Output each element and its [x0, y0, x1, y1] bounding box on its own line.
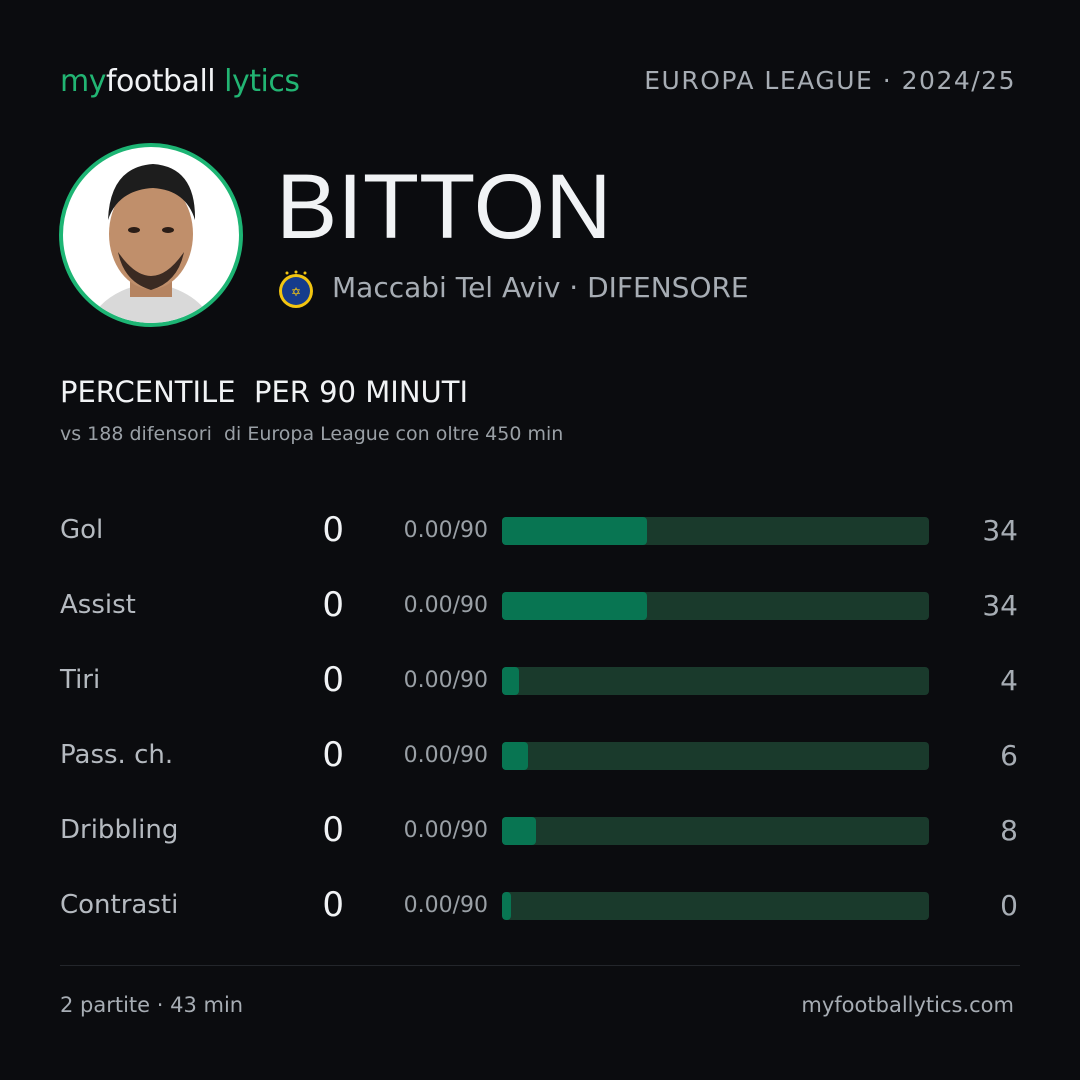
logo: myfootball lytics: [60, 64, 300, 99]
stat-total: 0: [322, 660, 344, 700]
percentile-bar: [502, 667, 520, 695]
percentile-value: 34: [982, 589, 1018, 622]
percentile-value: 4: [1000, 664, 1018, 697]
percentile-bar: [502, 742, 528, 770]
stat-total: 0: [322, 735, 344, 775]
svg-text:✡: ✡: [291, 285, 301, 299]
bar-track: [502, 667, 929, 695]
player-photo: [59, 143, 243, 327]
team-role: Maccabi Tel Aviv · DIFENSORE: [332, 271, 749, 304]
stat-label: Pass. ch.: [60, 740, 174, 770]
footer-right: myfootballytics.com: [801, 993, 1014, 1017]
stat-label: Contrasti: [60, 890, 179, 920]
percentile-bar: [502, 517, 648, 545]
stat-total: 0: [322, 885, 344, 925]
percentile-value: 0: [1000, 889, 1018, 922]
stat-per90: 0.00/90: [403, 818, 488, 843]
logo-part: my: [60, 64, 106, 99]
club-badge: ✡: [279, 270, 313, 308]
stat-label: Gol: [60, 515, 104, 545]
percentile-bar: [502, 592, 648, 620]
divider: [60, 965, 1020, 966]
player-name: BITTON: [276, 156, 612, 258]
percentile-value: 6: [1000, 739, 1018, 772]
stat-per90: 0.00/90: [403, 518, 488, 543]
stat-per90: 0.00/90: [403, 593, 488, 618]
bar-track: [502, 742, 929, 770]
stat-per90: 0.00/90: [403, 743, 488, 768]
stat-per90: 0.00/90: [403, 668, 488, 693]
percentile-value: 8: [1000, 814, 1018, 847]
stat-per90: 0.00/90: [403, 893, 488, 918]
stat-label: Tiri: [60, 665, 101, 695]
logo-part: lytics: [224, 64, 300, 99]
logo-part: football: [105, 64, 216, 99]
bar-track: [502, 892, 929, 920]
percentile-value: 34: [982, 514, 1018, 547]
section-title: PERCENTILE PER 90 MINUTI: [60, 375, 469, 409]
footer-left: 2 partite · 43 min: [60, 993, 244, 1017]
stat-total: 0: [322, 810, 344, 850]
bar-track: [502, 517, 929, 545]
percentile-bar: [502, 817, 537, 845]
stat-total: 0: [322, 585, 344, 625]
stat-label: Dribbling: [60, 815, 179, 845]
bar-track: [502, 592, 929, 620]
competition: EUROPA LEAGUE · 2024/25: [644, 66, 1016, 95]
section-subtitle: vs 188 difensori di Europa League con ol…: [60, 423, 564, 445]
stat-label: Assist: [60, 590, 136, 620]
stat-total: 0: [322, 510, 344, 550]
bar-cap: [502, 892, 511, 920]
bar-track: [502, 817, 929, 845]
